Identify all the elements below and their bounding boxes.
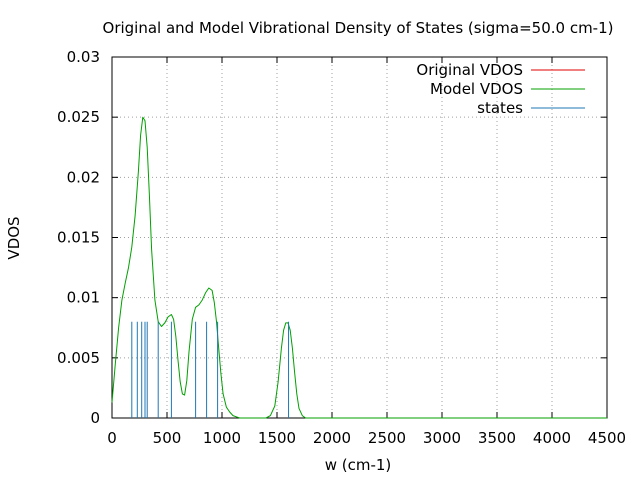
- y-tick-label: 0.005: [57, 349, 100, 367]
- grid: [112, 57, 607, 418]
- x-axis-label: w (cm-1): [325, 456, 392, 474]
- x-tick-label: 500: [153, 429, 182, 447]
- y-tick-label: 0.03: [67, 48, 100, 66]
- axis-ticks: [111, 56, 608, 419]
- x-tick-label: 3500: [478, 429, 516, 447]
- chart-title: Original and Model Vibrational Density o…: [103, 19, 614, 37]
- y-tick-label: 0.01: [67, 289, 100, 307]
- x-tick-label: 3000: [423, 429, 461, 447]
- y-tick-label: 0.02: [67, 168, 100, 186]
- y-tick-label: 0.025: [57, 108, 100, 126]
- legend-label-original: Original VDOS: [416, 61, 523, 79]
- legend-label-states: states: [477, 99, 523, 117]
- x-tick-label: 4500: [588, 429, 626, 447]
- x-tick-label: 2500: [368, 429, 406, 447]
- legend-label-model: Model VDOS: [430, 80, 523, 98]
- x-tick-labels: 0 500 1000 1500 2000 2500 3000 3500 4000 4500: [107, 429, 626, 447]
- y-tick-label: 0: [90, 409, 100, 427]
- series-line-1: [111, 116, 607, 419]
- legend: Original VDOS Model VDOS states: [416, 61, 585, 117]
- x-tick-label: 1000: [203, 429, 241, 447]
- x-tick-label: 4000: [533, 429, 571, 447]
- y-tick-labels: 0 0.005 0.01 0.015 0.02 0.025 0.03: [57, 48, 100, 427]
- x-tick-label: 2000: [313, 429, 351, 447]
- x-tick-label: 1500: [258, 429, 296, 447]
- series-layer: [111, 116, 607, 419]
- y-tick-label: 0.015: [57, 229, 100, 247]
- x-tick-label: 0: [107, 429, 117, 447]
- y-axis-label: VDOS: [5, 216, 23, 259]
